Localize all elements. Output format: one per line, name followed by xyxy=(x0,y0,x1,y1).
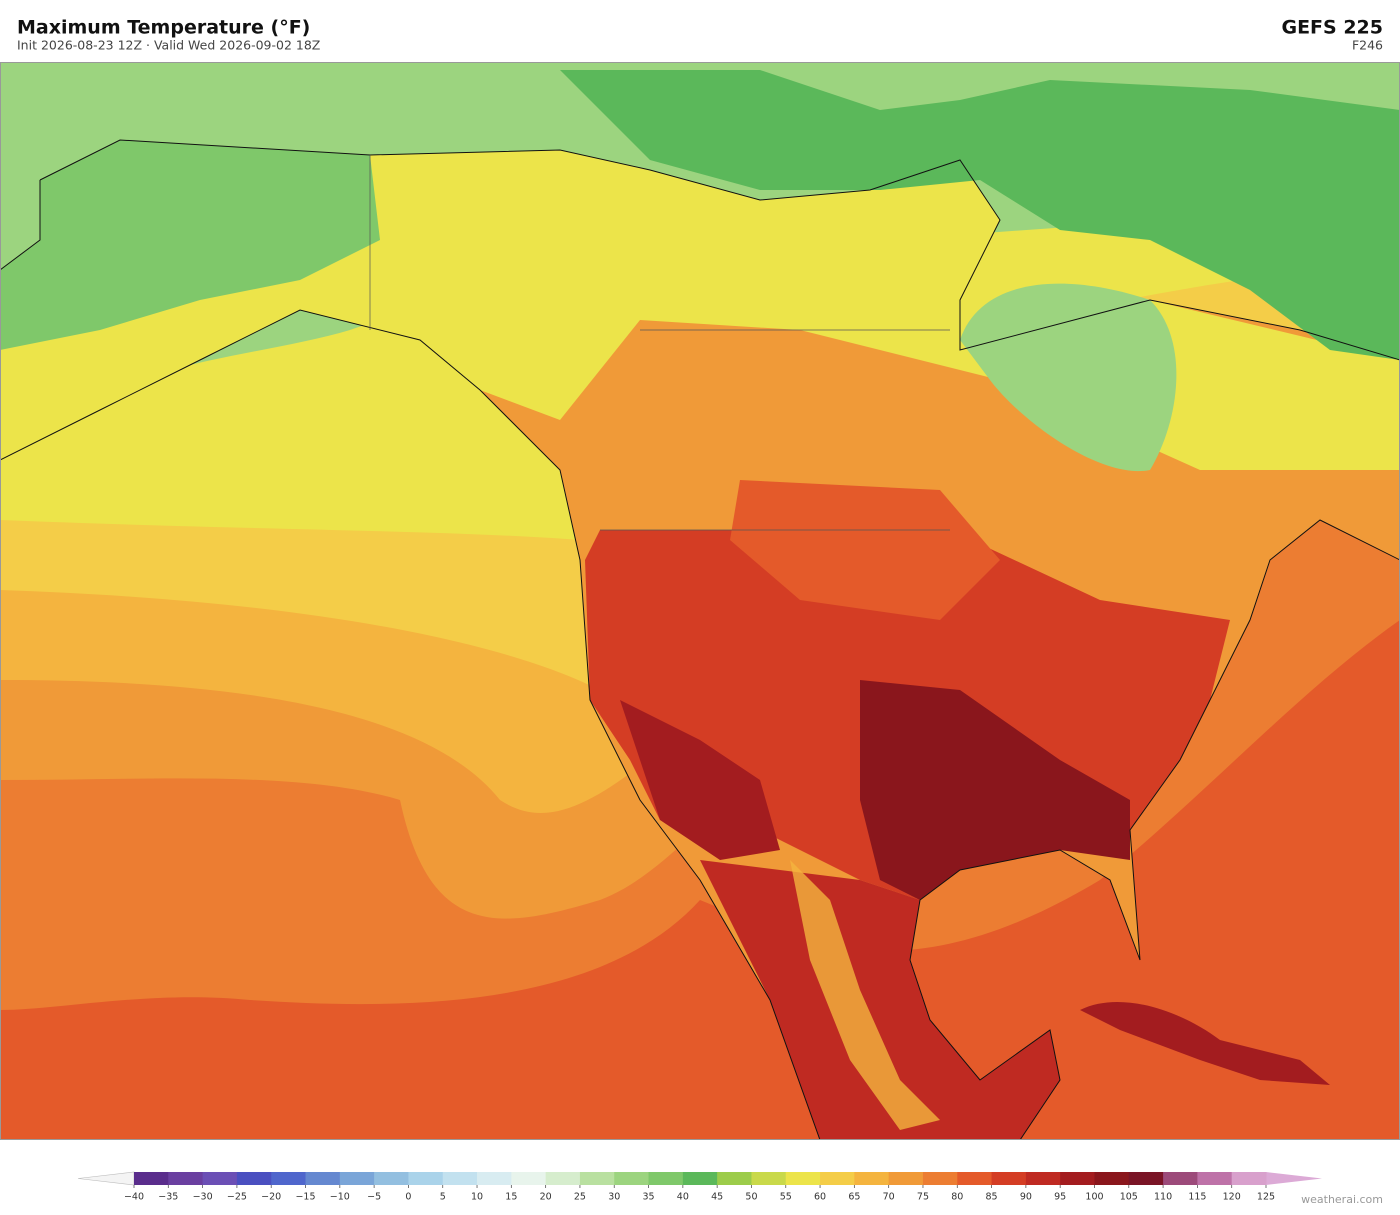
tick-label: 25 xyxy=(574,1192,586,1203)
color-swatch xyxy=(1025,1172,1061,1185)
tick-label: 115 xyxy=(1188,1192,1206,1203)
land-warm xyxy=(730,480,1000,620)
tick-label: 35 xyxy=(642,1192,654,1203)
tick-label: 95 xyxy=(1054,1192,1066,1203)
tick-label: 10 xyxy=(471,1192,483,1203)
color-swatch xyxy=(717,1172,752,1185)
color-swatch xyxy=(545,1172,581,1185)
tick-label: 45 xyxy=(711,1192,723,1203)
color-swatch xyxy=(511,1172,547,1185)
subtitle: Init 2026-08-23 12Z · Valid Wed 2026-09-… xyxy=(17,38,320,53)
forecast-hour: F246 xyxy=(1352,38,1383,53)
tick-label: −5 xyxy=(367,1192,381,1203)
under-triangle xyxy=(77,1171,135,1186)
color-swatch xyxy=(614,1172,650,1185)
tick-label: 85 xyxy=(986,1192,998,1203)
desert-hot xyxy=(620,700,780,860)
color-swatch xyxy=(442,1172,478,1185)
color-swatch xyxy=(785,1172,821,1185)
color-swatch xyxy=(236,1172,272,1185)
tick-label: 0 xyxy=(405,1192,411,1203)
tick-label: −10 xyxy=(330,1192,350,1203)
tick-label: 100 xyxy=(1085,1192,1103,1203)
color-swatch xyxy=(751,1172,787,1185)
tick-label: 50 xyxy=(745,1192,757,1203)
tick-label: −40 xyxy=(124,1192,144,1203)
color-swatch xyxy=(682,1172,718,1185)
tick-label: 15 xyxy=(505,1192,517,1203)
coastline xyxy=(0,139,1400,1140)
tick-label: −30 xyxy=(193,1192,213,1203)
color-swatch xyxy=(888,1172,924,1185)
color-swatch xyxy=(854,1172,890,1185)
tick-label: −15 xyxy=(295,1192,315,1203)
color-swatch xyxy=(922,1172,958,1185)
alaska-cool xyxy=(0,140,380,350)
map xyxy=(0,62,1400,1140)
tick-label: 125 xyxy=(1257,1192,1275,1203)
tick-label: 90 xyxy=(1020,1192,1032,1203)
tick-label: 70 xyxy=(883,1192,895,1203)
color-swatch xyxy=(991,1172,1027,1185)
color-swatch xyxy=(202,1172,238,1185)
over-triangle xyxy=(1266,1172,1322,1185)
tick-label: 5 xyxy=(440,1192,446,1203)
tick-label: −20 xyxy=(261,1192,281,1203)
hudson-bay xyxy=(960,283,1177,472)
color-swatch xyxy=(271,1172,307,1185)
tick-label: 20 xyxy=(540,1192,552,1203)
colorbar: −40 −35 −30 −25 −20 −15 −10 −5 0 5 10 15 20 25 30 35 40 4… xyxy=(77,1171,1322,1203)
color-swatch xyxy=(168,1172,204,1185)
tick-label: 60 xyxy=(814,1192,826,1203)
tick-label: −35 xyxy=(158,1192,178,1203)
land-hottest xyxy=(860,680,1130,900)
tick-label: −25 xyxy=(227,1192,247,1203)
color-swatch xyxy=(339,1172,375,1185)
color-swatch xyxy=(1231,1172,1267,1185)
color-swatch xyxy=(374,1172,409,1185)
mexico xyxy=(700,860,1060,1140)
color-swatch xyxy=(305,1172,341,1185)
tick-label: 75 xyxy=(917,1192,929,1203)
tick-label: 120 xyxy=(1223,1192,1241,1203)
model: GEFS 225 xyxy=(1281,17,1383,39)
tick-label: 40 xyxy=(677,1192,689,1203)
color-swatch xyxy=(820,1172,855,1185)
mexico-highlands xyxy=(790,860,940,1130)
tick-label: 65 xyxy=(848,1192,860,1203)
tick-label: 105 xyxy=(1120,1192,1138,1203)
credit: weatherai.com xyxy=(1301,1193,1383,1206)
color-swatch xyxy=(579,1172,615,1185)
borders xyxy=(369,155,950,531)
title: Maximum Temperature (°F) xyxy=(17,17,310,39)
color-swatch xyxy=(1094,1172,1130,1185)
color-swatch xyxy=(1128,1172,1164,1185)
color-swatch xyxy=(408,1172,444,1185)
color-swatch xyxy=(957,1172,993,1185)
tick-label: 30 xyxy=(608,1192,620,1203)
color-swatch xyxy=(1060,1172,1095,1185)
color-swatch xyxy=(134,1172,169,1185)
tick-label: 110 xyxy=(1154,1192,1172,1203)
color-swatch xyxy=(477,1172,512,1185)
tick-label: 55 xyxy=(780,1192,792,1203)
color-swatch xyxy=(1197,1172,1233,1185)
arctic-cool xyxy=(560,70,1400,360)
tick-label: 80 xyxy=(951,1192,963,1203)
caribbean-islands xyxy=(1080,1001,1330,1085)
color-swatch xyxy=(1163,1172,1198,1185)
color-swatch xyxy=(648,1172,684,1185)
